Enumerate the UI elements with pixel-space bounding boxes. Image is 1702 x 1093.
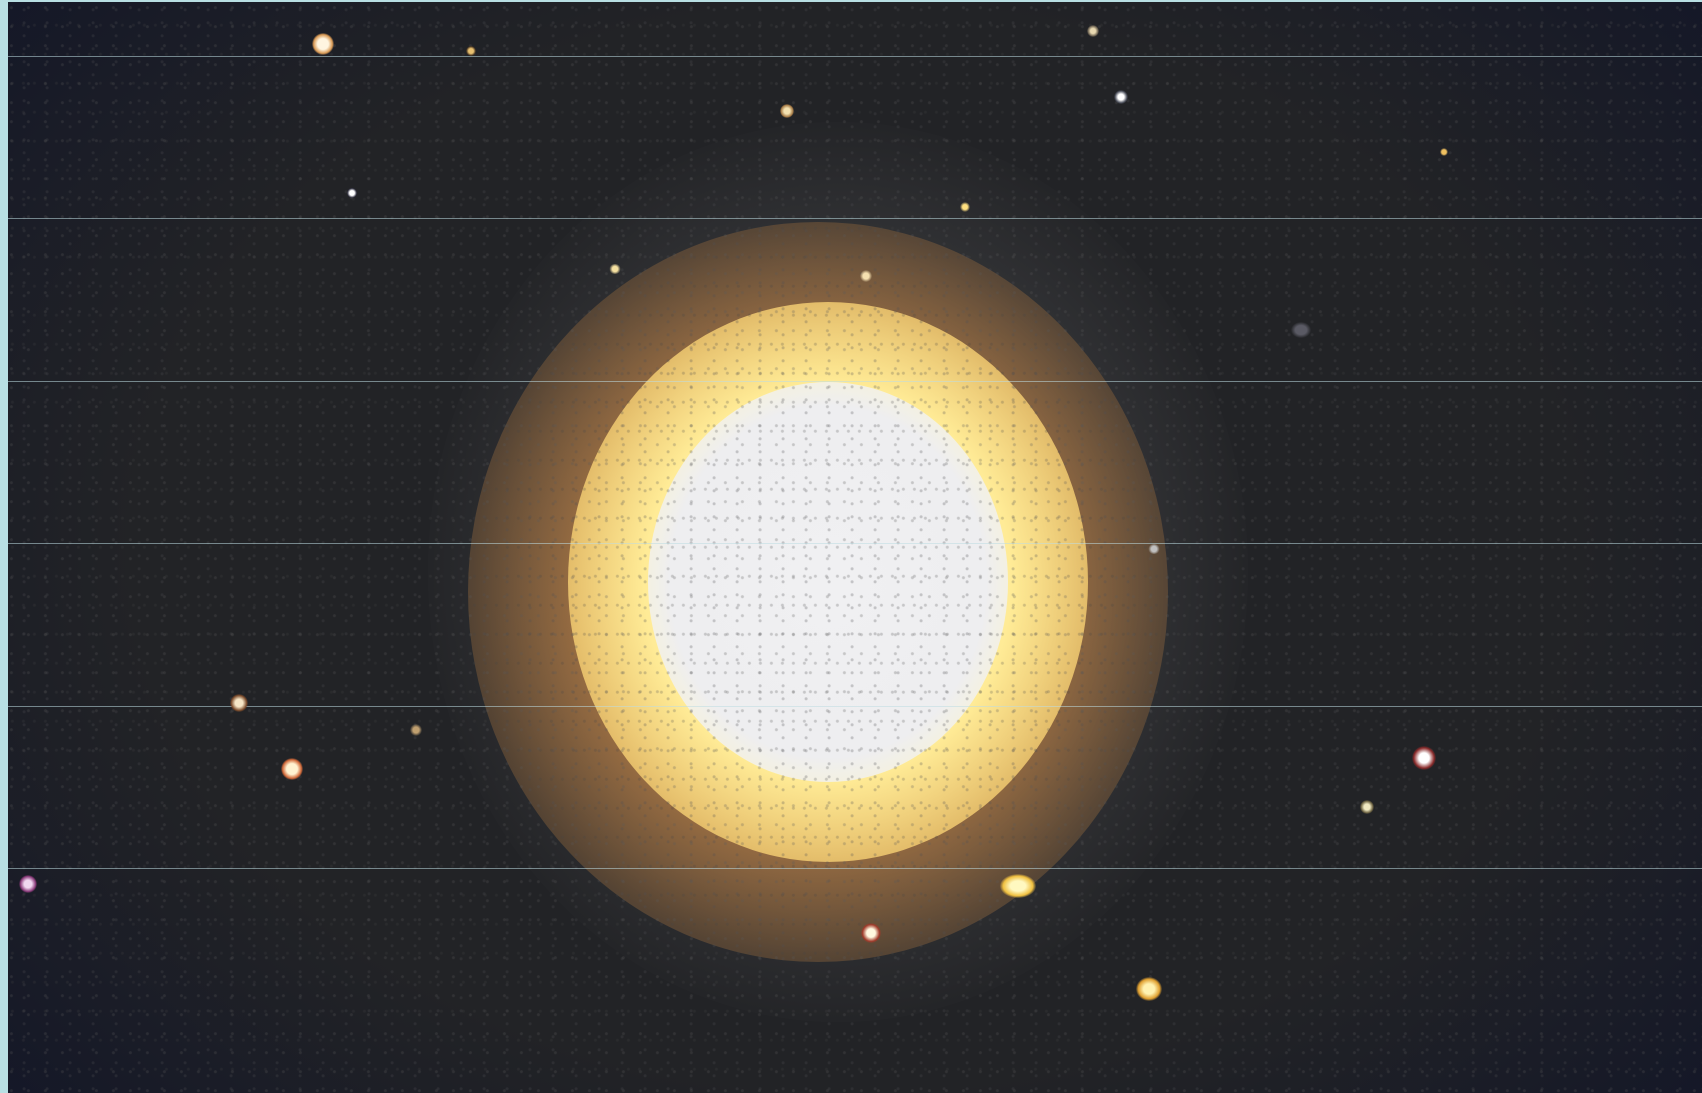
- foreground-star: [1136, 977, 1162, 1001]
- foreground-star: [780, 104, 794, 118]
- foreground-star: [1440, 148, 1448, 156]
- foreground-star: [1000, 874, 1036, 898]
- scan-line: [8, 381, 1702, 382]
- foreground-star: [960, 202, 970, 212]
- foreground-star: [466, 46, 476, 56]
- foreground-star: [347, 188, 357, 198]
- foreground-star: [1412, 746, 1436, 770]
- scan-line: [8, 56, 1702, 57]
- galaxy-core: [648, 382, 1008, 782]
- foreground-star: [609, 264, 621, 274]
- foreground-star: [1148, 544, 1160, 554]
- foreground-star: [1114, 90, 1128, 104]
- foreground-star: [861, 923, 881, 943]
- foreground-star: [312, 33, 334, 55]
- foreground-star: [1087, 25, 1099, 37]
- foreground-star: [860, 270, 872, 282]
- galaxy-inner-halo: [568, 302, 1088, 862]
- scan-line: [8, 706, 1702, 707]
- galaxy-image: [8, 2, 1702, 1093]
- galaxy-outer-halo: [428, 122, 1248, 1022]
- foreground-star: [1360, 800, 1374, 814]
- galaxy-rust-halo: [468, 222, 1168, 962]
- foreground-star: [1291, 322, 1311, 338]
- scan-line: [8, 543, 1702, 544]
- foreground-star: [19, 875, 37, 893]
- scan-line: [8, 218, 1702, 219]
- foreground-star: [230, 694, 248, 712]
- foreground-star: [281, 758, 303, 780]
- foreground-star: [410, 724, 422, 736]
- sky-noise: [8, 2, 1702, 1093]
- scan-line: [8, 868, 1702, 869]
